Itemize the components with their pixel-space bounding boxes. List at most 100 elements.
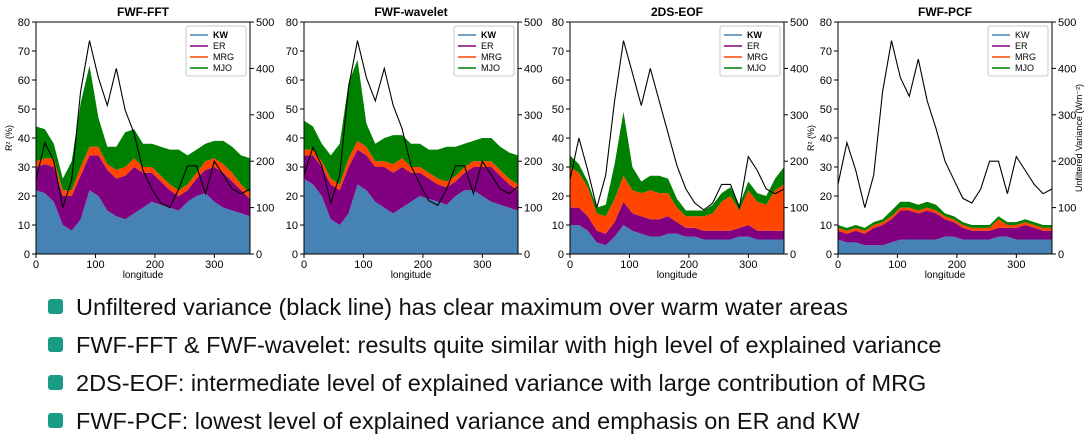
legend-box	[185, 25, 247, 77]
legend-label-mjo: MJO	[481, 63, 500, 73]
legend-label-mrg: MRG	[747, 52, 768, 62]
legend-label-mjo: MJO	[213, 63, 232, 73]
bullet-text: 2DS-EOF: intermediate level of explained…	[76, 370, 927, 396]
legend-label-er: ER	[747, 41, 760, 51]
y2-tick-label: 400	[524, 63, 542, 75]
y-tick-label: 60	[286, 75, 298, 87]
y-tick-label: 0	[826, 249, 832, 261]
y2-tick-label: 500	[1058, 17, 1076, 29]
y-tick-label: 10	[286, 220, 298, 232]
area-mrg	[838, 207, 1052, 234]
bullet-square-icon	[48, 375, 63, 390]
x-tick-label: 200	[146, 259, 164, 271]
y2-tick-label: 100	[256, 203, 274, 215]
y2-tick-label: 0	[256, 249, 262, 261]
y2-tick-label: 400	[790, 63, 808, 75]
x-tick-label: 300	[473, 259, 491, 271]
area-mjo	[36, 65, 250, 194]
bullet-list: Unfiltered variance (black line) has cle…	[48, 288, 1088, 440]
area-kw	[838, 236, 1052, 254]
x-tick-label: 100	[86, 259, 104, 271]
bullet-text: Unfiltered variance (black line) has cle…	[76, 294, 848, 320]
x-tick-label: 0	[567, 259, 573, 271]
y-tick-label: 50	[820, 104, 832, 116]
legend-label-kw: KW	[1015, 30, 1030, 40]
bullet-text: FWF-FFT & FWF-wavelet: results quite sim…	[76, 332, 942, 358]
y2-tick-label: 0	[790, 249, 796, 261]
x-tick-label: 0	[835, 259, 841, 271]
unfiltered-variance-line	[569, 40, 785, 211]
y2-tick-label: 0	[524, 249, 530, 261]
bullet-square-icon	[48, 299, 63, 314]
legend-label-mjo: MJO	[1015, 63, 1034, 73]
y2-tick-label: 500	[790, 17, 808, 29]
y-tick-label: 20	[18, 191, 30, 203]
y2-tick-label: 200	[256, 156, 274, 168]
bullet-square-icon	[48, 337, 63, 352]
y-tick-label: 40	[552, 133, 564, 145]
y-tick-label: 10	[18, 220, 30, 232]
x-tick-label: 300	[739, 259, 757, 271]
x-tick-label: 200	[680, 259, 698, 271]
y-tick-label: 70	[820, 46, 832, 58]
legend-label-mrg: MRG	[481, 52, 502, 62]
x-tick-label: 0	[33, 259, 39, 271]
legend-label-kw: KW	[481, 30, 496, 40]
y2-tick-label: 400	[256, 63, 274, 75]
y-tick-label: 60	[552, 75, 564, 87]
x-tick-label: 0	[301, 259, 307, 271]
y-tick-label: 10	[552, 220, 564, 232]
bullet-item: Unfiltered variance (black line) has cle…	[48, 288, 1088, 326]
legend-label-kw: KW	[747, 30, 762, 40]
y-tick-label: 20	[552, 191, 564, 203]
y2-tick-label: 300	[524, 110, 542, 122]
area-kw	[36, 190, 250, 254]
y-tick-label: 70	[18, 46, 30, 58]
y-tick-label: 80	[552, 17, 564, 29]
x-tick-label: 100	[888, 259, 906, 271]
y-tick-label: 80	[820, 17, 832, 29]
y-axis-label: R² (%)	[4, 125, 14, 151]
bullet-item: 2DS-EOF: intermediate level of explained…	[48, 364, 1088, 402]
y-tick-label: 40	[18, 133, 30, 145]
x-axis-label: longitude	[657, 270, 698, 280]
y-tick-label: 60	[18, 75, 30, 87]
x-tick-label: 100	[620, 259, 638, 271]
x-tick-label: 200	[948, 259, 966, 271]
y2-tick-label: 200	[1058, 156, 1076, 168]
y-tick-label: 70	[552, 46, 564, 58]
bullet-text: FWF-PCF: lowest level of explained varia…	[76, 408, 860, 434]
y-tick-label: 30	[552, 162, 564, 174]
legend-box	[987, 25, 1049, 77]
y-tick-label: 50	[552, 104, 564, 116]
legend-label-er: ER	[481, 41, 494, 51]
y-tick-label: 70	[286, 46, 298, 58]
y-tick-label: 50	[286, 104, 298, 116]
area-mrg	[36, 146, 250, 199]
area-er	[36, 155, 250, 231]
chart-title: FWF-wavelet	[374, 5, 447, 19]
area-er	[570, 201, 784, 246]
unfiltered-variance-line	[35, 40, 251, 209]
y2-tick-label: 200	[790, 156, 808, 168]
y2-tick-label: 500	[524, 17, 542, 29]
chart-3: 0 10 20 30 40 50 60 70 80 0 100 200 300 400 500 0 100 200…	[552, 5, 809, 280]
area-mrg	[304, 140, 518, 191]
y-tick-label: 0	[292, 249, 298, 261]
y-tick-label: 40	[286, 133, 298, 145]
y-tick-label: 30	[820, 162, 832, 174]
area-mjo	[304, 59, 518, 185]
x-tick-label: 300	[205, 259, 223, 271]
area-er	[304, 149, 518, 225]
x-tick-label: 300	[1007, 259, 1025, 271]
chart-title: FWF-PCF	[918, 5, 972, 19]
y2-tick-label: 300	[1058, 110, 1076, 122]
chart-4: 0 10 20 30 40 50 60 70 80 0 100 200 300 400 500 0 100 200…	[806, 5, 1084, 280]
legend-box	[453, 25, 515, 77]
y-tick-label: 0	[24, 249, 30, 261]
y-tick-label: 0	[558, 249, 564, 261]
